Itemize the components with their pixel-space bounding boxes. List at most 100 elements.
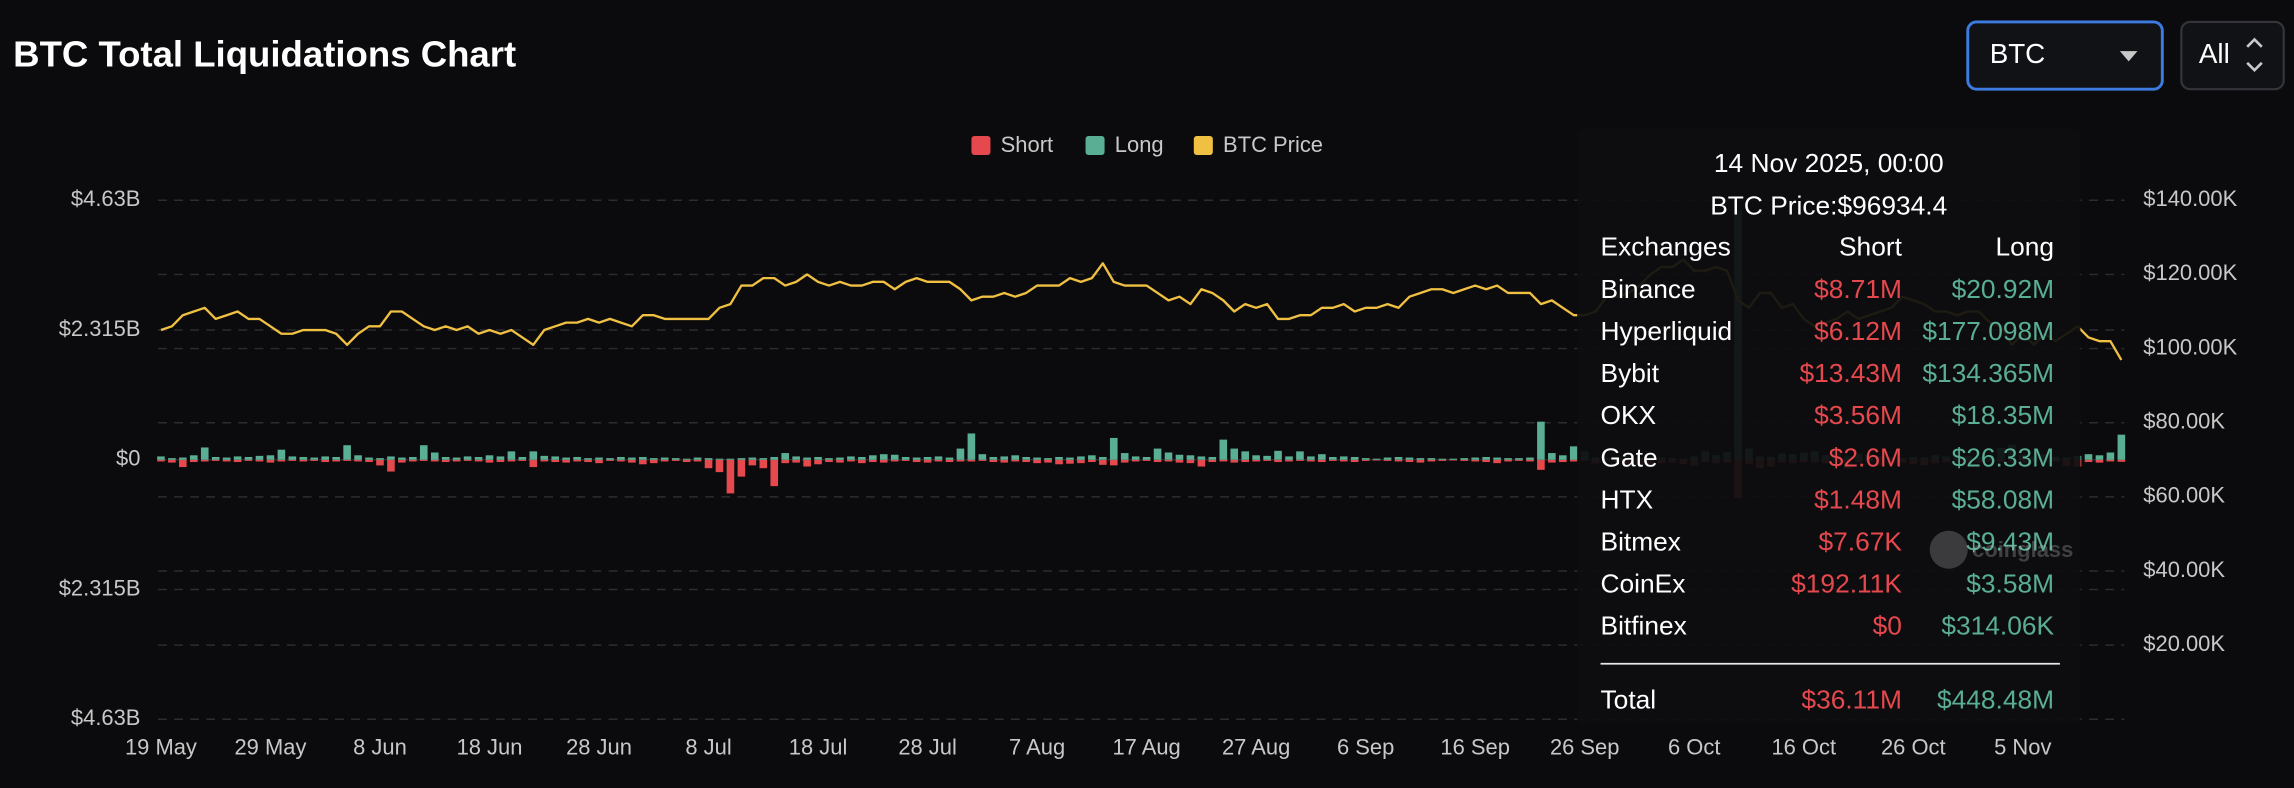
bar: [485, 459, 494, 463]
bar: [200, 447, 209, 460]
bar: [814, 459, 822, 465]
tooltip-cell: $314.06K: [1941, 611, 2054, 641]
bar: [748, 459, 757, 466]
y-tick-label: $2.315B: [59, 575, 141, 600]
tooltip-cell: $7.67K: [1818, 527, 1902, 557]
x-tick-label: 26 Oct: [1881, 734, 1946, 759]
select-box[interactable]: [1966, 20, 2164, 91]
y-tick-label: $0: [116, 446, 140, 471]
bar: [934, 459, 943, 462]
bar: [1285, 456, 1293, 460]
bar: [343, 459, 351, 461]
bar: [518, 456, 527, 460]
bar: [1033, 459, 1041, 464]
bar: [1339, 456, 1348, 460]
x-tick-label: 17 Aug: [1112, 734, 1180, 759]
bar: [2084, 454, 2093, 460]
bar: [1263, 455, 1271, 460]
tooltip-cell: Hyperliquid: [1601, 316, 1733, 346]
bar: [1055, 459, 1063, 465]
bar: [1318, 454, 1326, 460]
bar: [1350, 456, 1359, 460]
bar: [847, 456, 855, 460]
bar: [595, 459, 603, 464]
bar: [1131, 456, 1140, 460]
bar: [562, 457, 570, 460]
tooltip-cell: $177.098M: [1922, 316, 2054, 346]
bar: [923, 459, 932, 463]
y2-tick-label: $100.00K: [2143, 334, 2237, 359]
bar: [485, 455, 494, 460]
bar: [1109, 437, 1118, 460]
x-tick-label: 16 Oct: [1771, 734, 1836, 759]
bar: [770, 456, 779, 460]
x-tick-label: 6 Sep: [1337, 734, 1394, 759]
bar: [1033, 457, 1041, 460]
bar: [693, 457, 702, 460]
bar: [890, 459, 899, 462]
bar: [1427, 458, 1436, 460]
bar: [233, 459, 242, 463]
bar: [310, 459, 319, 461]
bar: [255, 459, 264, 462]
bar: [1515, 458, 1523, 460]
bar: [595, 457, 603, 460]
bar: [847, 459, 855, 462]
bar: [441, 456, 450, 460]
watermark-logo: [1929, 530, 1968, 569]
bar: [1022, 456, 1030, 460]
bar: [387, 459, 395, 472]
bar: [1504, 459, 1512, 462]
bar: [945, 457, 954, 460]
bar: [321, 459, 330, 463]
bar: [901, 459, 910, 461]
bar: [573, 459, 581, 462]
bar: [1416, 458, 1425, 460]
bar: [496, 456, 505, 460]
tooltip-cell: $2.6M: [1829, 442, 1902, 472]
bar: [1537, 421, 1545, 460]
bar: [1372, 459, 1381, 461]
bar: [1394, 459, 1403, 462]
bar: [1471, 457, 1479, 460]
bar: [354, 459, 362, 462]
dropdown-caret: [2119, 51, 2138, 62]
bar: [463, 459, 472, 461]
bar: [222, 459, 231, 462]
bar: [1230, 448, 1239, 460]
bar: [901, 456, 910, 460]
bar: [1449, 459, 1458, 461]
tooltip-cell: $134.365M: [1922, 358, 2054, 388]
range-select[interactable]: All: [2180, 20, 2285, 91]
select-box[interactable]: [2180, 20, 2285, 91]
x-tick-label: 18 Jun: [457, 734, 523, 759]
bar: [573, 456, 581, 460]
y2-tick-label: $60.00K: [2143, 483, 2225, 508]
x-tick-label: 27 Aug: [1222, 734, 1290, 759]
select-value[interactable]: BTC: [1990, 38, 2046, 69]
bar: [233, 456, 242, 460]
bar: [474, 456, 483, 460]
bar: [715, 459, 724, 473]
bar: [1088, 455, 1096, 460]
bar: [1438, 458, 1447, 460]
bar: [1011, 455, 1020, 460]
bar: [179, 457, 187, 460]
bar: [989, 459, 998, 463]
bar: [189, 459, 198, 463]
symbol-select[interactable]: BTC: [1966, 20, 2164, 91]
bar: [1252, 455, 1260, 460]
bar: [989, 456, 998, 460]
bar: [1120, 459, 1129, 463]
bar: [1164, 459, 1173, 462]
bar: [1405, 459, 1414, 463]
bar: [1186, 455, 1195, 460]
tooltip-cell: $20.92M: [1952, 274, 2054, 304]
select-value[interactable]: All: [2199, 38, 2230, 69]
bar: [792, 456, 800, 460]
tooltip-cell: HTX: [1601, 484, 1654, 514]
x-tick-label: 26 Sep: [1550, 734, 1620, 759]
bar: [1088, 459, 1096, 463]
bar: [890, 454, 899, 460]
bar: [671, 458, 680, 460]
